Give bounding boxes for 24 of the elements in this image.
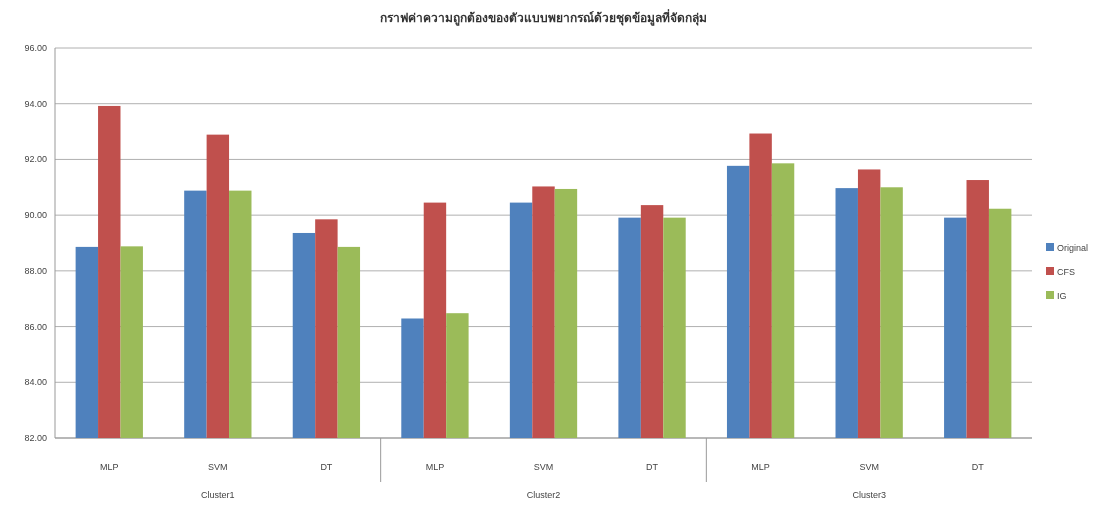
y-tick-label: 96.00	[24, 43, 47, 53]
x-tick-label: MLP	[100, 462, 119, 472]
text: Cluster3	[852, 490, 886, 500]
legend-label: CFS	[1057, 267, 1075, 277]
text: Cluster2	[526, 490, 561, 500]
x-tick-label: SVM	[533, 462, 554, 472]
x-tick-label: DT	[646, 462, 659, 472]
chart-title: กราฟค่าความถูกต้องของตัวแบบพยากรณ์ด้วยชุดข้อมูลที่จัดกลุ่ม	[380, 9, 707, 26]
x-tick-label: SVM	[208, 462, 228, 472]
x-tick-label: SVM	[859, 462, 879, 472]
x-tick-label: DT	[320, 462, 333, 472]
y-tick-label: 90.00	[24, 210, 47, 221]
y-tick-label: 92.00	[24, 154, 47, 165]
y-tick-label: 94.00	[24, 98, 47, 109]
x-tick-label: DT	[971, 462, 985, 472]
x-tick-label: MLP	[751, 462, 770, 472]
y-tick-label: 86.00	[24, 321, 47, 332]
legend-label: IG	[1057, 291, 1067, 301]
y-tick-label: 82.00	[24, 433, 47, 443]
x-tick-label: MLP	[425, 462, 445, 472]
legend-label: Original	[1057, 243, 1089, 253]
y-tick-label: 88.00	[24, 265, 47, 276]
text: Cluster1	[201, 490, 235, 500]
y-tick-label: 84.00	[24, 377, 47, 388]
